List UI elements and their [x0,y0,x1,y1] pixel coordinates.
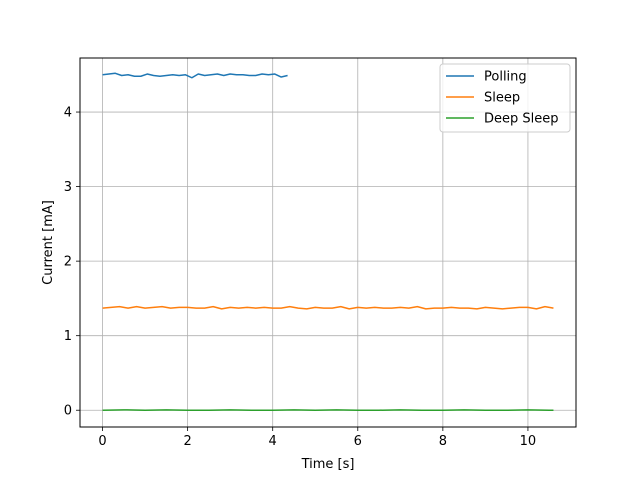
y-tick-label: 2 [64,255,72,270]
y-axis-label: Current [mA] [41,200,56,285]
plot-lines [102,72,554,411]
x-tick-label: 2 [183,434,191,449]
series-line-sleep [102,305,554,310]
legend: Polling Sleep Deep Sleep [439,63,571,133]
x-tick-label: 8 [439,434,447,449]
legend-label: Deep Sleep [484,112,559,127]
y-tick-label: 3 [64,180,72,195]
series-line-polling [102,72,288,79]
y-tick-label: 1 [64,329,72,344]
legend-label: Polling [484,70,527,85]
y-tick-label: 0 [64,404,72,419]
x-tick-label: 10 [520,434,537,449]
y-tick-label: 4 [64,106,72,121]
axis-ticks: 0 2 4 6 8 10 0 1 2 3 4 [64,106,536,449]
legend-box [439,63,571,133]
plot-frame [79,57,577,428]
x-tick-label: 4 [269,434,277,449]
x-tick-label: 0 [98,434,106,449]
x-tick-label: 6 [354,434,362,449]
legend-label: Sleep [484,91,520,106]
x-axis-label: Time [s] [301,457,355,472]
